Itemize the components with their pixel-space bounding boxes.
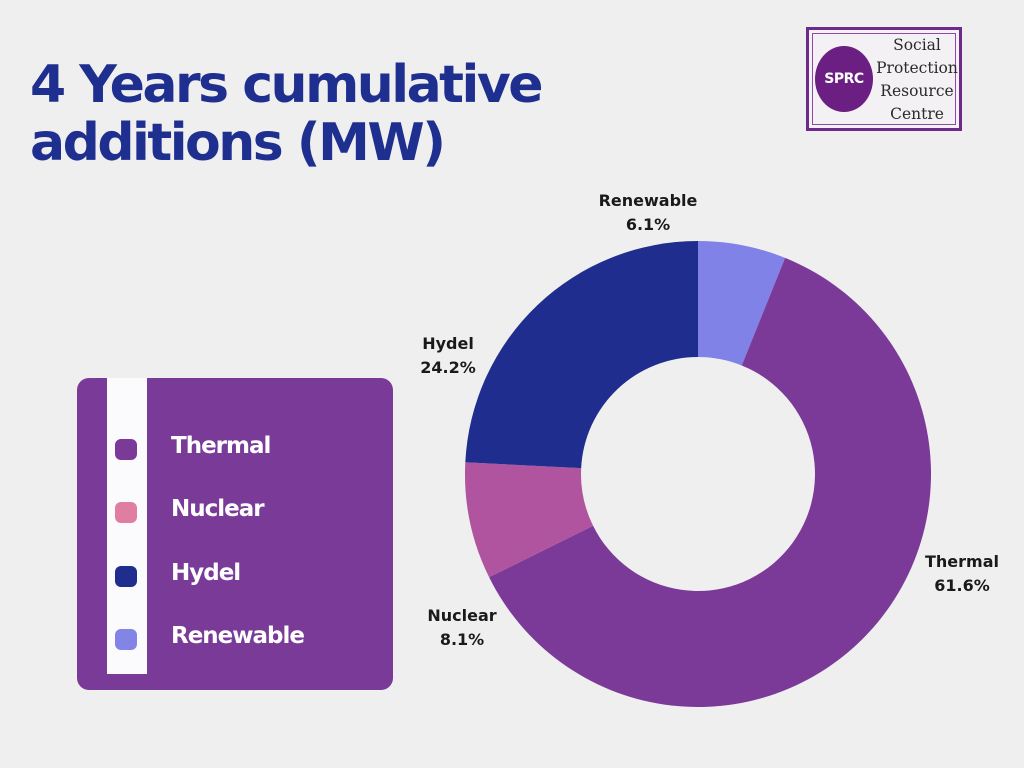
slice-hydel [465,241,698,469]
slice-value-nuclear: 8.1% [440,630,484,649]
legend-label-hydel: Hydel [171,560,241,586]
title-line-2: additions (MW) [30,113,446,173]
slice-label-nuclear: Nuclear [427,606,496,625]
slice-label-hydel: Hydel [422,334,474,353]
sprc-logo: SPRC Social Protection Resource Centre [806,27,962,131]
slice-value-hydel: 24.2% [420,358,476,377]
title-line-1: 4 Years cumulative [30,55,544,115]
logo-line-resource: Resource [880,82,954,100]
legend-swatch-nuclear [115,502,137,523]
legend-item-thermal: Thermal [77,428,393,468]
page-title: 4 Years cumulative additions (MW) [30,56,590,172]
logo-text: Social Protection Resource Centre [871,34,963,126]
legend-label-nuclear: Nuclear [171,496,265,522]
logo-line-centre: Centre [890,105,944,123]
legend-swatch-hydel [115,566,137,587]
chart-legend: Thermal Nuclear Hydel Renewable [77,378,393,690]
legend-swatch-thermal [115,439,137,460]
legend-swatch-renewable [115,629,137,650]
logo-line-protection: Protection [876,59,958,77]
slice-thermal [489,257,932,707]
legend-item-renewable: Renewable [77,618,393,658]
legend-strip [107,378,147,674]
slice-nuclear [464,462,594,578]
legend-item-hydel: Hydel [77,555,393,595]
slice-label-renewable: Renewable [599,191,698,210]
legend-item-nuclear: Nuclear [77,491,393,531]
legend-label-thermal: Thermal [171,433,271,459]
logo-line-social: Social [893,36,941,54]
slice-renewable [698,241,786,366]
slice-value-renewable: 6.1% [626,215,670,234]
slice-label-thermal: Thermal [925,552,999,571]
slice-value-thermal: 61.6% [934,576,990,595]
legend-label-renewable: Renewable [171,623,305,649]
